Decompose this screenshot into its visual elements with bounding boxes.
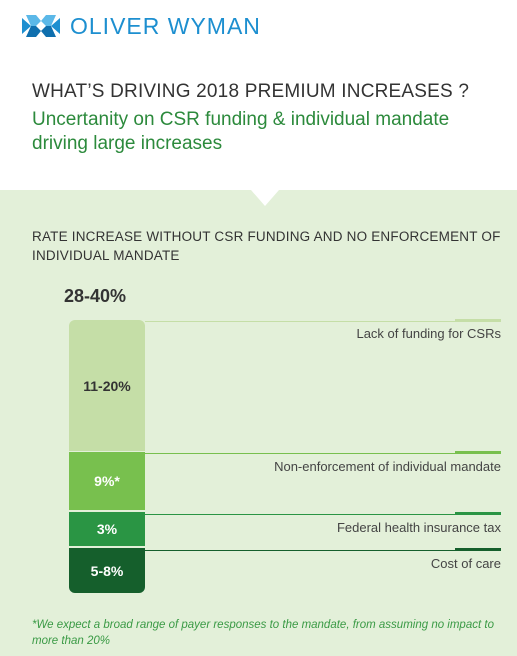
- footnote: *We expect a broad range of payer respon…: [32, 619, 494, 647]
- leader-cap-tax: [455, 512, 501, 515]
- bar-segment-mandate: 9%*: [69, 452, 145, 510]
- legend-label-csr: Lack of funding for CSRs: [356, 326, 501, 341]
- bar-segment-care: 5-8%: [69, 548, 145, 593]
- panel-notch: [251, 190, 279, 206]
- page-title: WHAT’S DRIVING 2018 PREMIUM INCREASES ?: [32, 81, 470, 102]
- leader-cap-csr: [455, 319, 501, 322]
- leader-line-csr: [145, 321, 501, 322]
- legend-label-mandate: Non-enforcement of individual mandate: [274, 459, 501, 474]
- leader-line-tax: [145, 514, 501, 515]
- leader-cap-care: [455, 548, 501, 551]
- legend-label-care: Cost of care: [430, 556, 501, 571]
- leader-line-mandate: [145, 453, 501, 454]
- legend-label-tax: Federal health insurance tax: [336, 520, 501, 535]
- data-label-mandate: 9%*: [94, 473, 120, 489]
- page-subtitle: Uncertanity on CSR funding & individual …: [32, 109, 450, 154]
- chart-title: RATE INCREASE WITHOUT CSR FUNDING AND NO…: [32, 229, 501, 263]
- header: OLIVER WYMAN WHAT’S DRIVING 2018 PREMIUM…: [0, 0, 517, 190]
- data-label-csr: 11-20%: [83, 377, 131, 394]
- data-label-care: 5-8%: [90, 562, 124, 579]
- leader-cap-mandate: [455, 451, 501, 454]
- data-label-tax: 3%: [96, 521, 118, 537]
- total-label: 28-40%: [64, 286, 127, 306]
- logo-text: OLIVER WYMAN: [70, 12, 261, 39]
- leader-line-care: [145, 550, 501, 551]
- logo: OLIVER WYMAN: [22, 6, 261, 46]
- bar-segment-csr: 11-20%: [69, 320, 145, 451]
- oliver-wyman-logo-icon: [22, 15, 60, 37]
- bar-segment-tax: 3%: [69, 512, 145, 546]
